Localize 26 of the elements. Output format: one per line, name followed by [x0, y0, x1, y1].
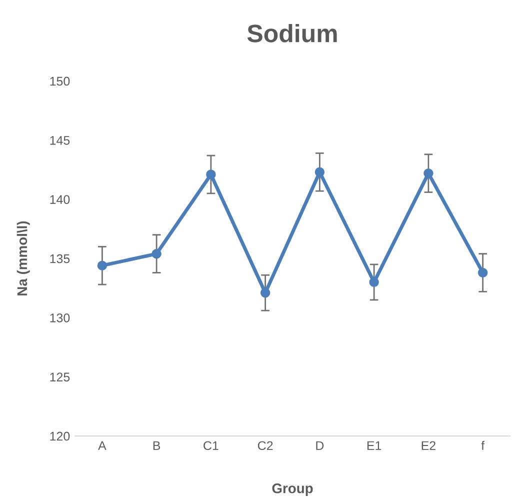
- y-tick-label: 130: [50, 313, 70, 322]
- point: [369, 277, 379, 288]
- x-tick-label: D: [316, 441, 324, 450]
- point: [260, 288, 270, 298]
- point: [97, 260, 108, 270]
- point: [152, 248, 162, 259]
- x-tick-label: B: [153, 441, 160, 450]
- chart-title: Sodium: [247, 24, 337, 42]
- y-tick-label: 150: [50, 76, 70, 86]
- x-tick-label: E2: [422, 441, 436, 450]
- y-tick-label: 125: [50, 372, 70, 382]
- point: [424, 168, 434, 178]
- point: [206, 170, 216, 180]
- y-axis-title: Na (mmol\l): [16, 221, 30, 296]
- x-tick-label: f: [481, 440, 485, 450]
- x-tick-label: C2: [258, 441, 273, 450]
- point: [314, 167, 325, 177]
- x-tick-label: E1: [367, 441, 382, 450]
- x-axis-title: Group: [272, 483, 313, 496]
- y-tick-label: 145: [50, 136, 70, 145]
- y-tick-label: 140: [50, 195, 70, 204]
- y-tick-label: 120: [50, 432, 70, 441]
- x-tick-label: C1: [204, 441, 218, 450]
- y-tick-label: 135: [50, 254, 70, 264]
- x-tick-label: A: [98, 441, 106, 450]
- point: [478, 268, 488, 278]
